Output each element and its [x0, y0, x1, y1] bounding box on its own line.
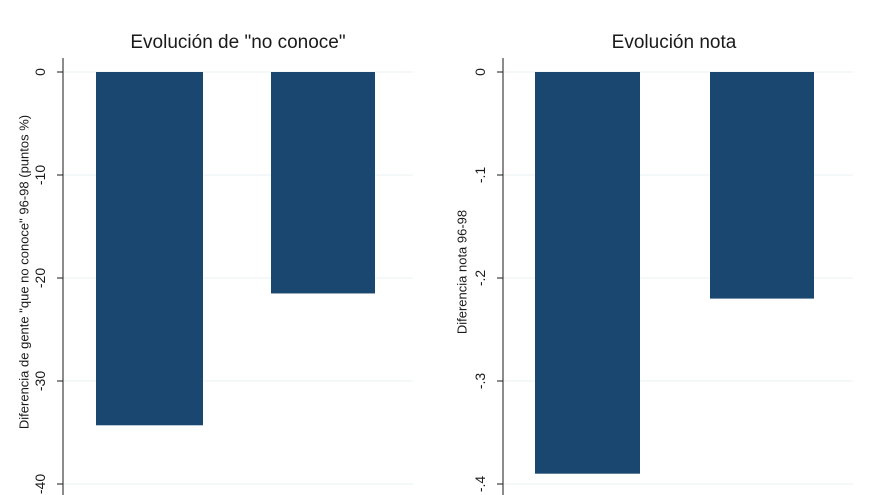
y-tick-label: -10 — [32, 165, 48, 185]
bar-1 — [535, 72, 640, 474]
y-tick-label: -40 — [32, 474, 48, 494]
chart-title: Evolución nota — [612, 32, 737, 53]
panel-nota: Evolución nota 0 -.1 -.2 -.3 -.4 Diferencia no… — [455, 32, 853, 495]
y-tick-label: 0 — [472, 68, 488, 76]
bar-2 — [271, 72, 375, 294]
y-tick-label: -30 — [32, 371, 48, 391]
y-tick-label: -.3 — [472, 373, 488, 390]
y-tick-label: -.1 — [472, 167, 488, 184]
y-tick-label: -20 — [32, 268, 48, 288]
y-tick-label: -.4 — [472, 476, 488, 493]
y-axis-title: Diferencia nota 96-98 — [455, 210, 470, 334]
y-axis-title: Diferencia de gente "que no conoce" 96-9… — [17, 115, 32, 429]
bar-2 — [710, 72, 814, 299]
y-tick-label: -.2 — [472, 270, 488, 287]
y-tick-label: 0 — [32, 68, 48, 76]
bar-1 — [96, 72, 203, 426]
panel-no-conoce: Evolución de "no conoce" 0 -10 -20 -30 -40 Dif… — [17, 32, 413, 495]
chart-title: Evolución de "no conoce" — [130, 32, 345, 53]
